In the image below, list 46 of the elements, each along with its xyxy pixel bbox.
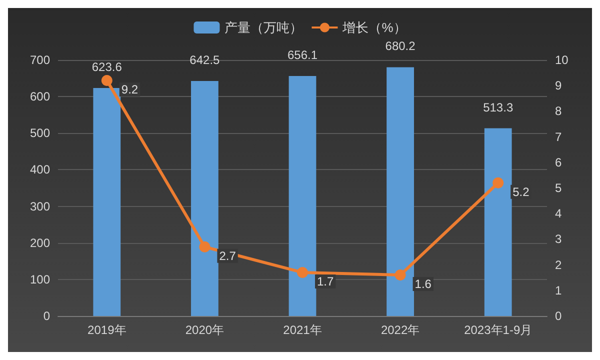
x-tick-label: 2023年1-9月 xyxy=(464,323,532,337)
bar xyxy=(93,88,121,316)
y-tick-label: 700 xyxy=(30,53,50,67)
y2-tick-label: 8 xyxy=(555,104,562,118)
data-label: 680.2 xyxy=(385,39,416,54)
data-label: 9.2 xyxy=(121,82,138,96)
legend-label: 产量（万吨） xyxy=(224,20,303,35)
data-label: 1.6 xyxy=(414,277,432,292)
legend-label: 增长（%） xyxy=(342,20,406,35)
bar xyxy=(191,81,218,316)
y2-tick-label: 6 xyxy=(555,155,562,170)
y-tick-label: 200 xyxy=(30,236,50,250)
point xyxy=(297,266,308,278)
data-label: 5.2 xyxy=(512,184,530,199)
data-label: 623.6 xyxy=(92,60,122,74)
x-tick-label: 2020年 xyxy=(185,323,224,337)
y2-tick-label: 1 xyxy=(555,283,562,298)
point xyxy=(199,241,210,252)
data-label: 656.1 xyxy=(287,48,318,62)
y-tick-label: 100 xyxy=(30,272,50,286)
x-tick-label: 2019年 xyxy=(88,323,126,337)
y2-tick-label: 10 xyxy=(555,53,569,67)
data-label: 642.5 xyxy=(190,53,220,68)
y2-tick-label: 2 xyxy=(555,258,562,272)
y2-tick-label: 3 xyxy=(555,232,562,246)
data-label: 1.7 xyxy=(317,274,334,288)
y-tick-label: 500 xyxy=(30,126,50,140)
y2-tick-label: 4 xyxy=(555,206,562,221)
y2-tick-label: 9 xyxy=(555,78,562,93)
y-tick-label: 400 xyxy=(30,162,50,177)
y-tick-label: 300 xyxy=(30,199,50,214)
bar xyxy=(386,67,414,316)
bar xyxy=(484,128,512,316)
y2-tick-label: 0 xyxy=(555,309,562,323)
x-tick-label: 2021年 xyxy=(283,323,322,337)
x-tick-label: 2022年 xyxy=(380,323,420,337)
point xyxy=(101,74,112,86)
data-label: 513.3 xyxy=(483,100,514,114)
point xyxy=(394,270,406,281)
y-tick-label: 0 xyxy=(43,309,50,323)
y2-tick-label: 7 xyxy=(555,130,562,144)
bar xyxy=(288,76,316,316)
data-label: 2.7 xyxy=(219,248,236,263)
y-tick-label: 600 xyxy=(30,90,50,104)
y2-tick-label: 5 xyxy=(555,181,562,195)
point xyxy=(492,177,504,188)
